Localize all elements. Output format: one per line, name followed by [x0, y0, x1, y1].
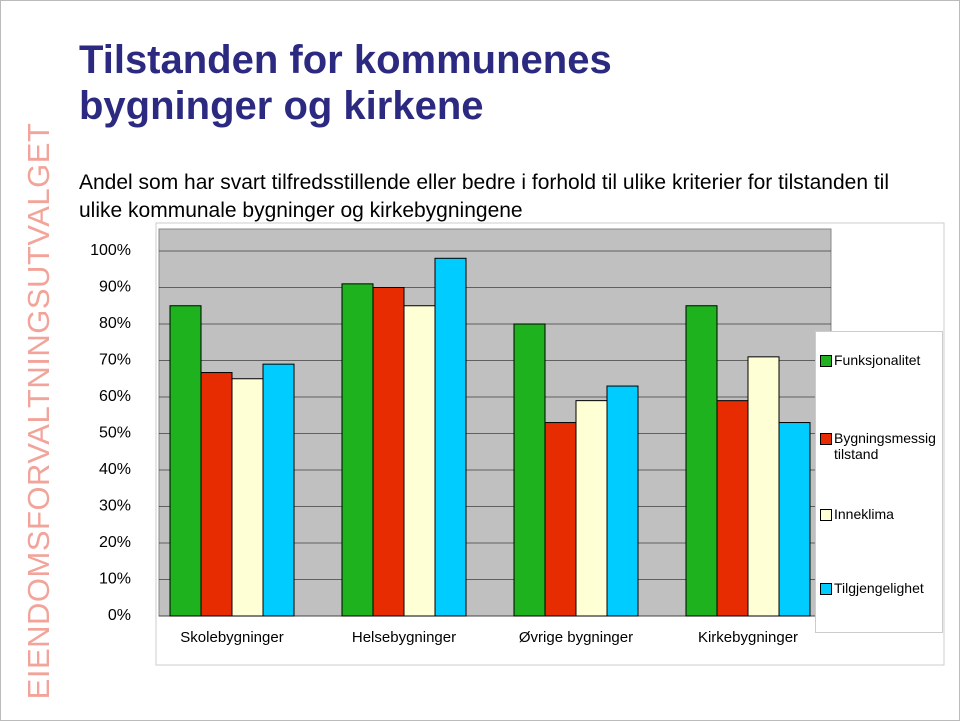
bar: [341, 283, 374, 617]
y-tick-label: 90%: [99, 279, 131, 296]
bar: [606, 385, 639, 617]
chart-subtitle: Andel som har svart tilfredsstillende el…: [79, 171, 890, 222]
x-tick-label: Øvrige bygninger: [519, 629, 633, 646]
bar: [372, 287, 405, 617]
y-tick-label: 80%: [99, 315, 131, 332]
bar: [231, 378, 264, 617]
y-tick-label: 60%: [99, 388, 131, 405]
legend-item: Funksjonalitet: [820, 352, 944, 368]
y-tick-label: 20%: [99, 534, 131, 551]
y-tick-label: 40%: [99, 461, 131, 478]
legend-label: Tilgjengelighet: [834, 580, 924, 596]
y-tick-label: 30%: [99, 498, 131, 515]
bar: [434, 257, 467, 617]
bar: [262, 363, 295, 617]
x-tick-label: Skolebygninger: [180, 629, 283, 646]
legend-swatch: [820, 355, 832, 367]
x-tick-label: Helsebygninger: [352, 629, 456, 646]
legend-label: Inneklima: [834, 506, 894, 522]
legend-item: Bygningsmessig tilstand: [820, 430, 944, 462]
bar: [513, 323, 546, 617]
chart-title: Tilstanden for kommunenes bygninger og k…: [79, 38, 612, 128]
bar: [200, 372, 233, 617]
legend-swatch: [820, 433, 832, 445]
y-tick-label: 100%: [90, 242, 131, 259]
x-tick-label: Kirkebygninger: [698, 629, 798, 646]
bar: [685, 305, 718, 617]
legend-item: Inneklima: [820, 506, 944, 522]
y-tick-label: 50%: [99, 425, 131, 442]
bar: [544, 422, 577, 617]
bar: [716, 400, 749, 617]
bar: [169, 305, 202, 617]
y-tick-label: 10%: [99, 571, 131, 588]
legend-swatch: [820, 583, 832, 595]
y-tick-label: 70%: [99, 352, 131, 369]
legend-label: Funksjonalitet: [834, 352, 921, 368]
legend-swatch: [820, 509, 832, 521]
legend: Funksjonalitet Bygningsmessig tilstand Inn…: [815, 331, 943, 633]
y-tick-label: 0%: [108, 607, 131, 624]
bar: [778, 422, 811, 617]
bar: [403, 305, 436, 617]
bar: [575, 400, 608, 617]
legend-label: Bygningsmessig tilstand: [834, 430, 936, 462]
bar: [747, 356, 780, 617]
legend-item: Tilgjengelighet: [820, 580, 944, 596]
